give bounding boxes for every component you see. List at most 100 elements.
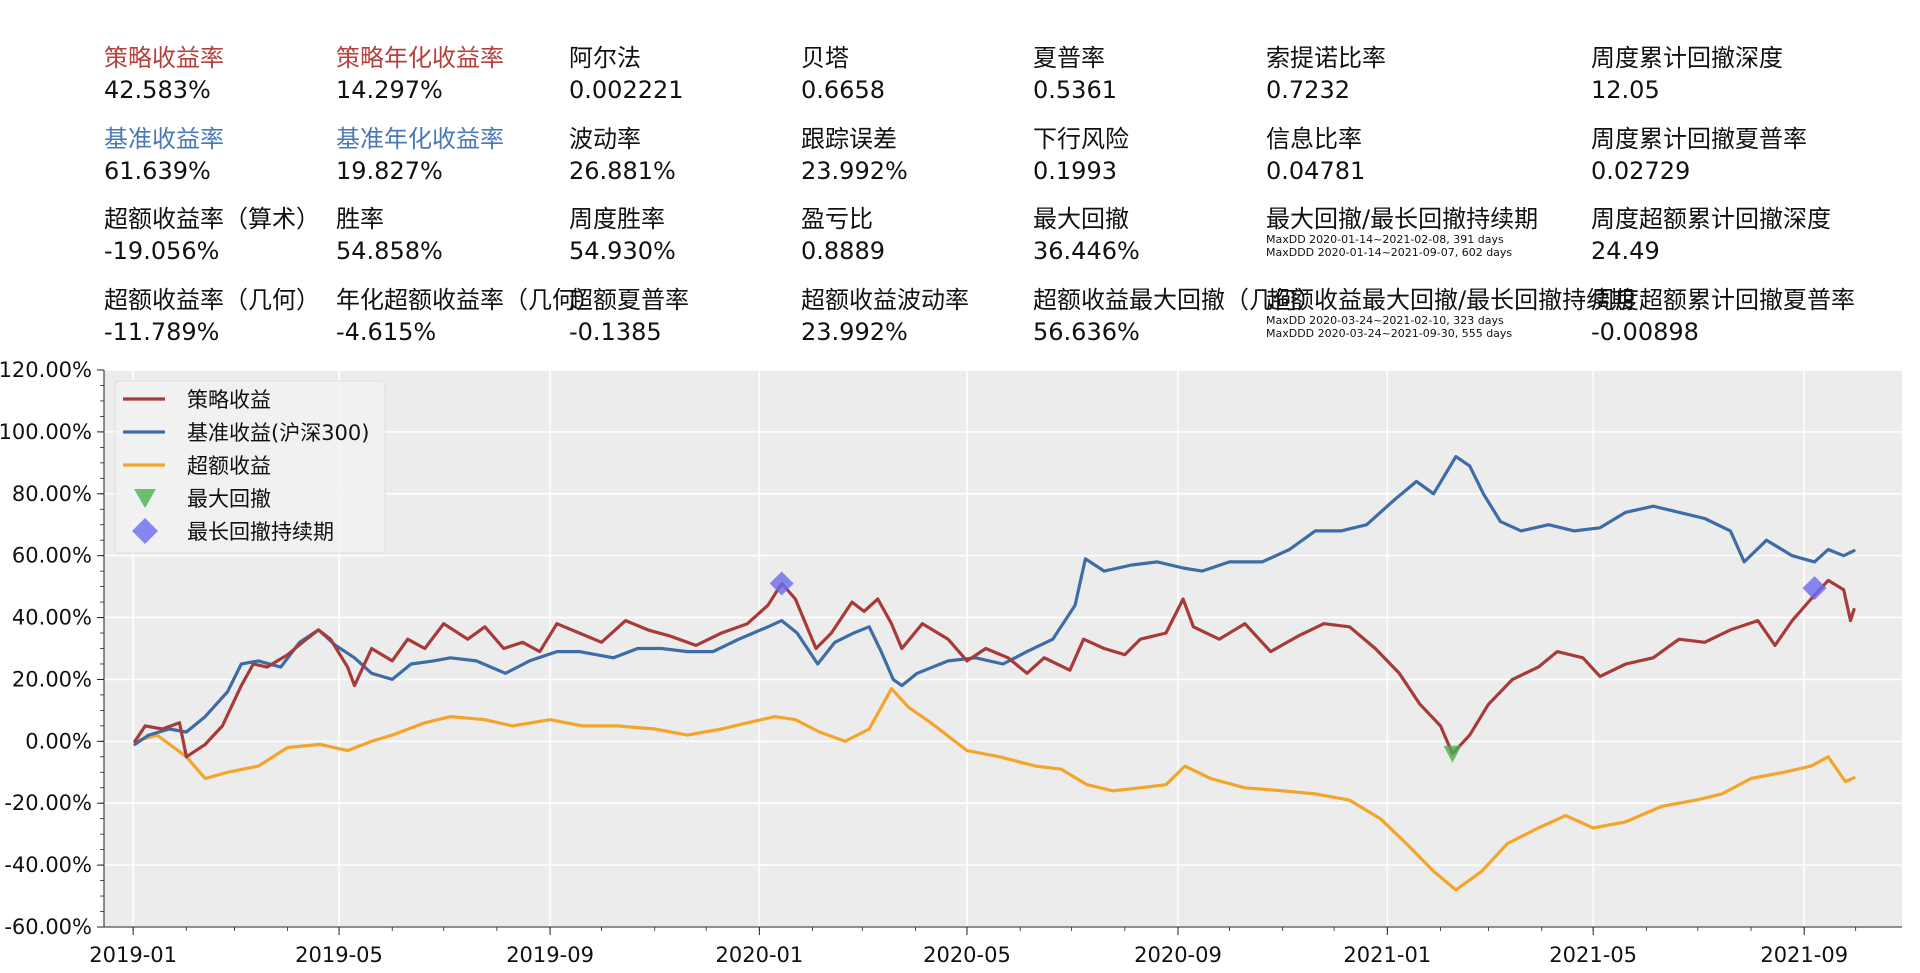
metric-cell: 夏普率 0.5361 xyxy=(1033,44,1117,104)
metric-cell: 策略收益率 42.583% xyxy=(104,44,224,104)
metric-value: 0.7232 xyxy=(1266,76,1350,104)
metric-label: 超额收益波动率 xyxy=(801,286,969,314)
metric-value: 56.636% xyxy=(1033,318,1140,346)
metric-value: 12.05 xyxy=(1591,76,1660,104)
metric-cell: 波动率 26.881% xyxy=(569,125,676,185)
metric-value: 54.930% xyxy=(569,237,676,265)
y-tick-label: 60.00% xyxy=(12,544,92,568)
metric-label: 下行风险 xyxy=(1033,125,1129,153)
legend-label: 最大回撤 xyxy=(187,487,271,511)
metric-cell: 超额收益率（几何） -11.789% xyxy=(104,286,320,346)
legend-box xyxy=(114,380,386,554)
y-tick-label: 80.00% xyxy=(12,482,92,506)
y-tick-label: 0.00% xyxy=(25,729,92,753)
metric-label: 策略收益率 xyxy=(104,44,224,72)
x-tick-label: 2019-01 xyxy=(89,943,177,967)
metric-value: 0.5361 xyxy=(1033,76,1117,104)
metric-label: 周度胜率 xyxy=(569,205,665,233)
metric-cell: 策略年化收益率 14.297% xyxy=(336,44,504,104)
metric-label: 超额夏普率 xyxy=(569,286,689,314)
series-line-excess xyxy=(133,687,1856,892)
metric-value: 19.827% xyxy=(336,157,443,185)
x-tick-label: 2021-09 xyxy=(1760,943,1848,967)
metric-cell: 基准收益率 61.639% xyxy=(104,125,224,185)
legend-label: 超额收益 xyxy=(187,454,271,478)
metric-cell: 胜率 54.858% xyxy=(336,205,443,265)
metrics-panel: 策略收益率 42.583% 策略年化收益率 14.297% 阿尔法 0.002221 贝塔 0… xyxy=(0,0,1920,360)
metric-label: 最大回撤 xyxy=(1033,205,1129,233)
legend-swatch-longest-drawdown xyxy=(132,518,158,544)
plot-area xyxy=(104,370,1902,927)
longest-drawdown-marker xyxy=(769,571,794,596)
metric-value: 0.02729 xyxy=(1591,157,1691,185)
metric-label: 超额收益率（算术） xyxy=(104,205,320,233)
metric-value: 42.583% xyxy=(104,76,211,104)
metric-value: 14.297% xyxy=(336,76,443,104)
series-line-strategy xyxy=(133,578,1856,759)
x-tick-label: 2020-01 xyxy=(716,943,804,967)
metric-cell: 周度超额累计回撤深度 24.49 xyxy=(1591,205,1831,265)
metric-value: 61.639% xyxy=(104,157,211,185)
metric-label: 年化超额收益率（几何） xyxy=(336,286,600,314)
metric-note: MaxDDD 2020-03-24~2021-09-30, 555 days xyxy=(1266,327,1513,340)
longest-drawdown-marker xyxy=(1802,576,1827,601)
metric-cell: 年化超额收益率（几何） -4.615% xyxy=(336,286,600,346)
y-tick-label: 40.00% xyxy=(12,606,92,630)
metric-value: 0.002221 xyxy=(569,76,684,104)
metric-label: 夏普率 xyxy=(1033,44,1105,72)
metric-cell: 超额夏普率 -0.1385 xyxy=(569,286,689,346)
x-tick-label: 2020-05 xyxy=(923,943,1011,967)
metric-label: 策略年化收益率 xyxy=(336,44,504,72)
metric-cell: 贝塔 0.6658 xyxy=(801,44,885,104)
metric-value: 0.6658 xyxy=(801,76,885,104)
y-tick-label: 120.00% xyxy=(0,358,92,382)
metric-value: -11.789% xyxy=(104,318,220,346)
metric-cell: 最大回撤 36.446% xyxy=(1033,205,1140,265)
x-tick-label: 2021-05 xyxy=(1549,943,1637,967)
x-tick-label: 2021-01 xyxy=(1343,943,1431,967)
metric-cell: 信息比率 0.04781 xyxy=(1266,125,1365,185)
metric-cell: 周度累计回撤夏普率 0.02729 xyxy=(1591,125,1807,185)
legend-swatch-max-drawdown xyxy=(134,489,156,508)
metric-label: 超额收益最大回撤（几何） xyxy=(1033,286,1321,314)
legend-label: 最长回撤持续期 xyxy=(187,520,334,544)
metric-label: 周度累计回撤深度 xyxy=(1591,44,1783,72)
metric-cell: 索提诺比率 0.7232 xyxy=(1266,44,1386,104)
metric-label: 跟踪误差 xyxy=(801,125,897,153)
y-tick-label: 100.00% xyxy=(0,420,92,444)
metric-note: MaxDD 2020-01-14~2021-02-08, 391 days xyxy=(1266,233,1504,246)
x-tick-label: 2019-09 xyxy=(506,943,594,967)
metric-cell: 周度超额累计回撤夏普率 -0.00898 xyxy=(1591,286,1855,346)
x-tick-label: 2019-05 xyxy=(295,943,383,967)
metric-label: 超额收益率（几何） xyxy=(104,286,320,314)
metric-value: 24.49 xyxy=(1591,237,1660,265)
max-drawdown-marker xyxy=(1443,745,1462,763)
metric-value: 23.992% xyxy=(801,318,908,346)
legend-label: 基准收益(沪深300) xyxy=(187,421,369,445)
metric-value: -0.00898 xyxy=(1591,318,1699,346)
metric-label: 胜率 xyxy=(336,205,384,233)
metric-value: 0.8889 xyxy=(801,237,885,265)
metric-label: 波动率 xyxy=(569,125,641,153)
metric-note: MaxDDD 2020-01-14~2021-09-07, 602 days xyxy=(1266,246,1513,259)
metric-label: 盈亏比 xyxy=(801,205,873,233)
metric-cell: 周度胜率 54.930% xyxy=(569,205,676,265)
metric-value: 23.992% xyxy=(801,157,908,185)
metric-label: 最大回撤/最长回撤持续期 xyxy=(1266,205,1539,233)
metric-label: 超额收益最大回撤/最长回撤持续期 xyxy=(1266,286,1635,314)
metric-value: -19.056% xyxy=(104,237,220,265)
metric-value: 26.881% xyxy=(569,157,676,185)
metric-label: 基准收益率 xyxy=(104,125,224,153)
metric-label: 周度超额累计回撤深度 xyxy=(1591,205,1831,233)
series-line-benchmark xyxy=(133,455,1856,747)
metric-cell: 盈亏比 0.8889 xyxy=(801,205,885,265)
metric-cell: 基准年化收益率 19.827% xyxy=(336,125,504,185)
metric-cell: 超额收益最大回撤（几何） 56.636% xyxy=(1033,286,1321,346)
metric-label: 基准年化收益率 xyxy=(336,125,504,153)
metric-cell: 超额收益波动率 23.992% xyxy=(801,286,969,346)
metric-value: 36.446% xyxy=(1033,237,1140,265)
metric-cell: 阿尔法 0.002221 xyxy=(569,44,684,104)
metric-cell: 周度累计回撤深度 12.05 xyxy=(1591,44,1783,104)
metric-cell: 超额收益率（算术） -19.056% xyxy=(104,205,320,265)
